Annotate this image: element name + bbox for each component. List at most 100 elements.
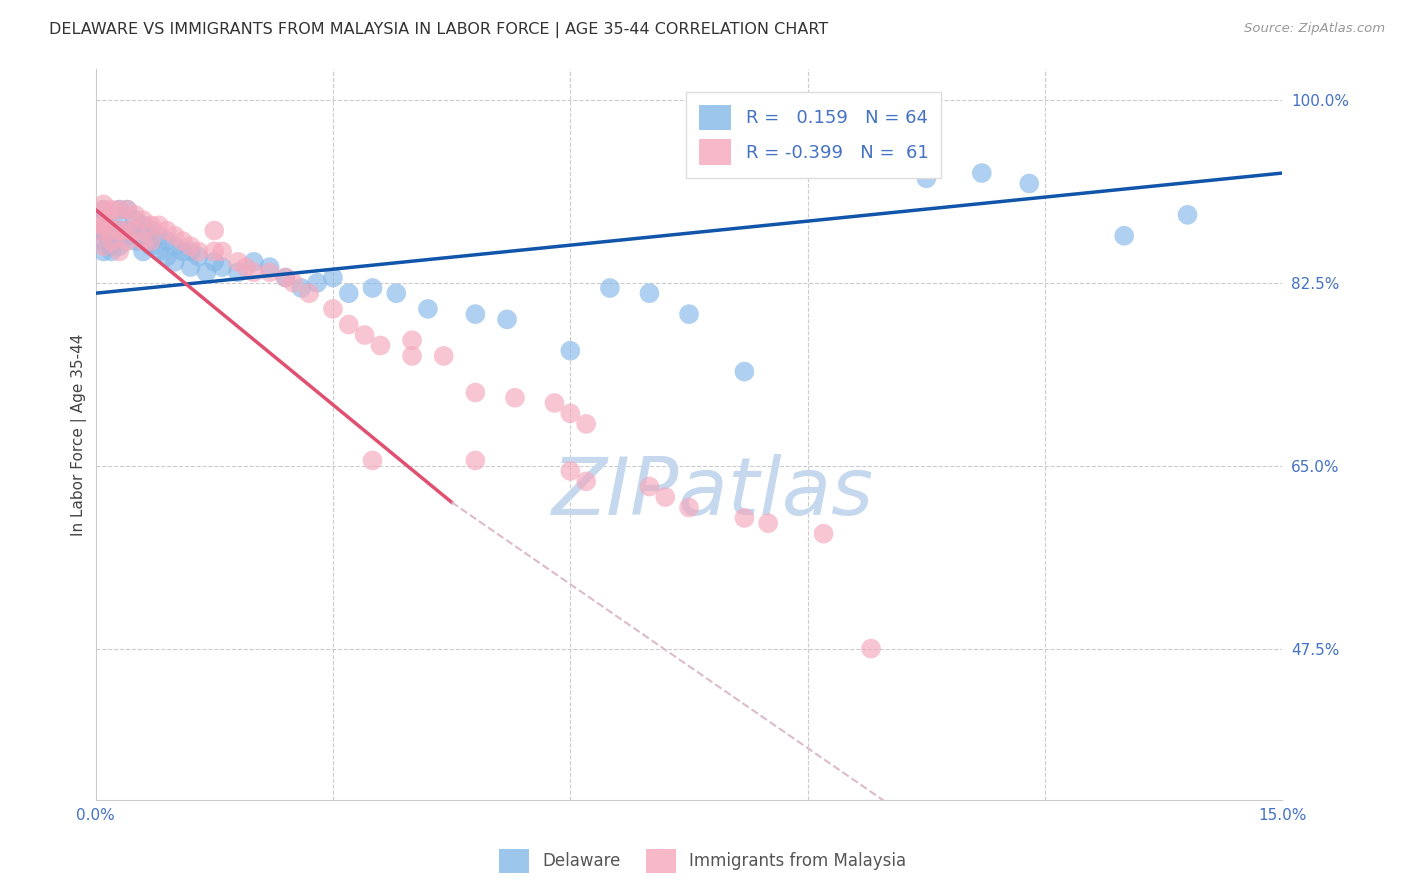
Point xyxy=(108,219,131,233)
Point xyxy=(115,202,138,217)
Point xyxy=(180,260,202,274)
Point xyxy=(678,307,700,321)
Point xyxy=(1177,208,1199,222)
Point xyxy=(195,265,218,279)
Point xyxy=(132,234,155,248)
Point xyxy=(108,223,131,237)
Point xyxy=(274,270,297,285)
Point xyxy=(503,391,526,405)
Point xyxy=(202,244,225,259)
Point xyxy=(100,228,122,243)
Point xyxy=(90,219,112,233)
Point xyxy=(139,223,162,237)
Point xyxy=(108,202,131,217)
Point xyxy=(115,202,138,217)
Point xyxy=(813,526,835,541)
Point xyxy=(298,286,321,301)
Point xyxy=(156,223,179,237)
Point xyxy=(385,286,408,301)
Point xyxy=(202,223,225,237)
Point xyxy=(433,349,456,363)
Point xyxy=(124,228,146,243)
Point xyxy=(115,228,138,243)
Point xyxy=(560,464,582,478)
Point xyxy=(915,171,938,186)
Point xyxy=(243,255,266,269)
Point xyxy=(96,228,118,243)
Point xyxy=(599,281,621,295)
Point xyxy=(163,255,186,269)
Point xyxy=(163,239,186,253)
Point xyxy=(108,223,131,237)
Point xyxy=(93,244,115,259)
Point xyxy=(678,500,700,515)
Point xyxy=(211,244,233,259)
Point xyxy=(172,244,194,259)
Point xyxy=(560,406,582,420)
Point xyxy=(733,511,755,525)
Point xyxy=(139,234,162,248)
Point xyxy=(156,250,179,264)
Point xyxy=(148,244,170,259)
Point xyxy=(259,260,281,274)
Point xyxy=(337,286,360,301)
Point xyxy=(361,281,384,295)
Point xyxy=(307,276,329,290)
Point xyxy=(733,365,755,379)
Point xyxy=(283,276,305,290)
Point xyxy=(93,197,115,211)
Point xyxy=(100,223,122,237)
Point xyxy=(93,219,115,233)
Point xyxy=(464,453,486,467)
Point xyxy=(100,234,122,248)
Point xyxy=(108,202,131,217)
Point xyxy=(860,641,883,656)
Point xyxy=(970,166,993,180)
Point xyxy=(89,223,111,237)
Point xyxy=(322,301,344,316)
Point xyxy=(274,270,297,285)
Point xyxy=(638,480,661,494)
Point xyxy=(156,234,179,248)
Point xyxy=(416,301,439,316)
Point xyxy=(353,328,375,343)
Point xyxy=(401,333,423,347)
Legend: Delaware, Immigrants from Malaysia: Delaware, Immigrants from Malaysia xyxy=(492,842,914,880)
Point xyxy=(575,417,598,431)
Point xyxy=(464,385,486,400)
Point xyxy=(96,213,118,227)
Point xyxy=(148,228,170,243)
Point xyxy=(93,213,115,227)
Point xyxy=(543,396,565,410)
Text: Source: ZipAtlas.com: Source: ZipAtlas.com xyxy=(1244,22,1385,36)
Point xyxy=(290,281,312,295)
Point xyxy=(124,223,146,237)
Point xyxy=(172,234,194,248)
Point xyxy=(93,202,115,217)
Point xyxy=(115,223,138,237)
Point xyxy=(1114,228,1136,243)
Point xyxy=(96,219,118,233)
Point xyxy=(337,318,360,332)
Point xyxy=(322,270,344,285)
Point xyxy=(187,244,209,259)
Point xyxy=(837,145,859,160)
Point xyxy=(638,286,661,301)
Point xyxy=(132,244,155,259)
Point xyxy=(124,213,146,227)
Point xyxy=(132,228,155,243)
Point xyxy=(115,223,138,237)
Text: ZIPatlas: ZIPatlas xyxy=(551,454,875,532)
Point xyxy=(100,244,122,259)
Text: DELAWARE VS IMMIGRANTS FROM MALAYSIA IN LABOR FORCE | AGE 35-44 CORRELATION CHAR: DELAWARE VS IMMIGRANTS FROM MALAYSIA IN … xyxy=(49,22,828,38)
Point xyxy=(100,239,122,253)
Point xyxy=(235,260,257,274)
Point xyxy=(226,255,249,269)
Point xyxy=(464,307,486,321)
Point xyxy=(100,202,122,217)
Point xyxy=(124,234,146,248)
Point xyxy=(139,239,162,253)
Point xyxy=(108,239,131,253)
Point xyxy=(756,516,779,531)
Point xyxy=(211,260,233,274)
